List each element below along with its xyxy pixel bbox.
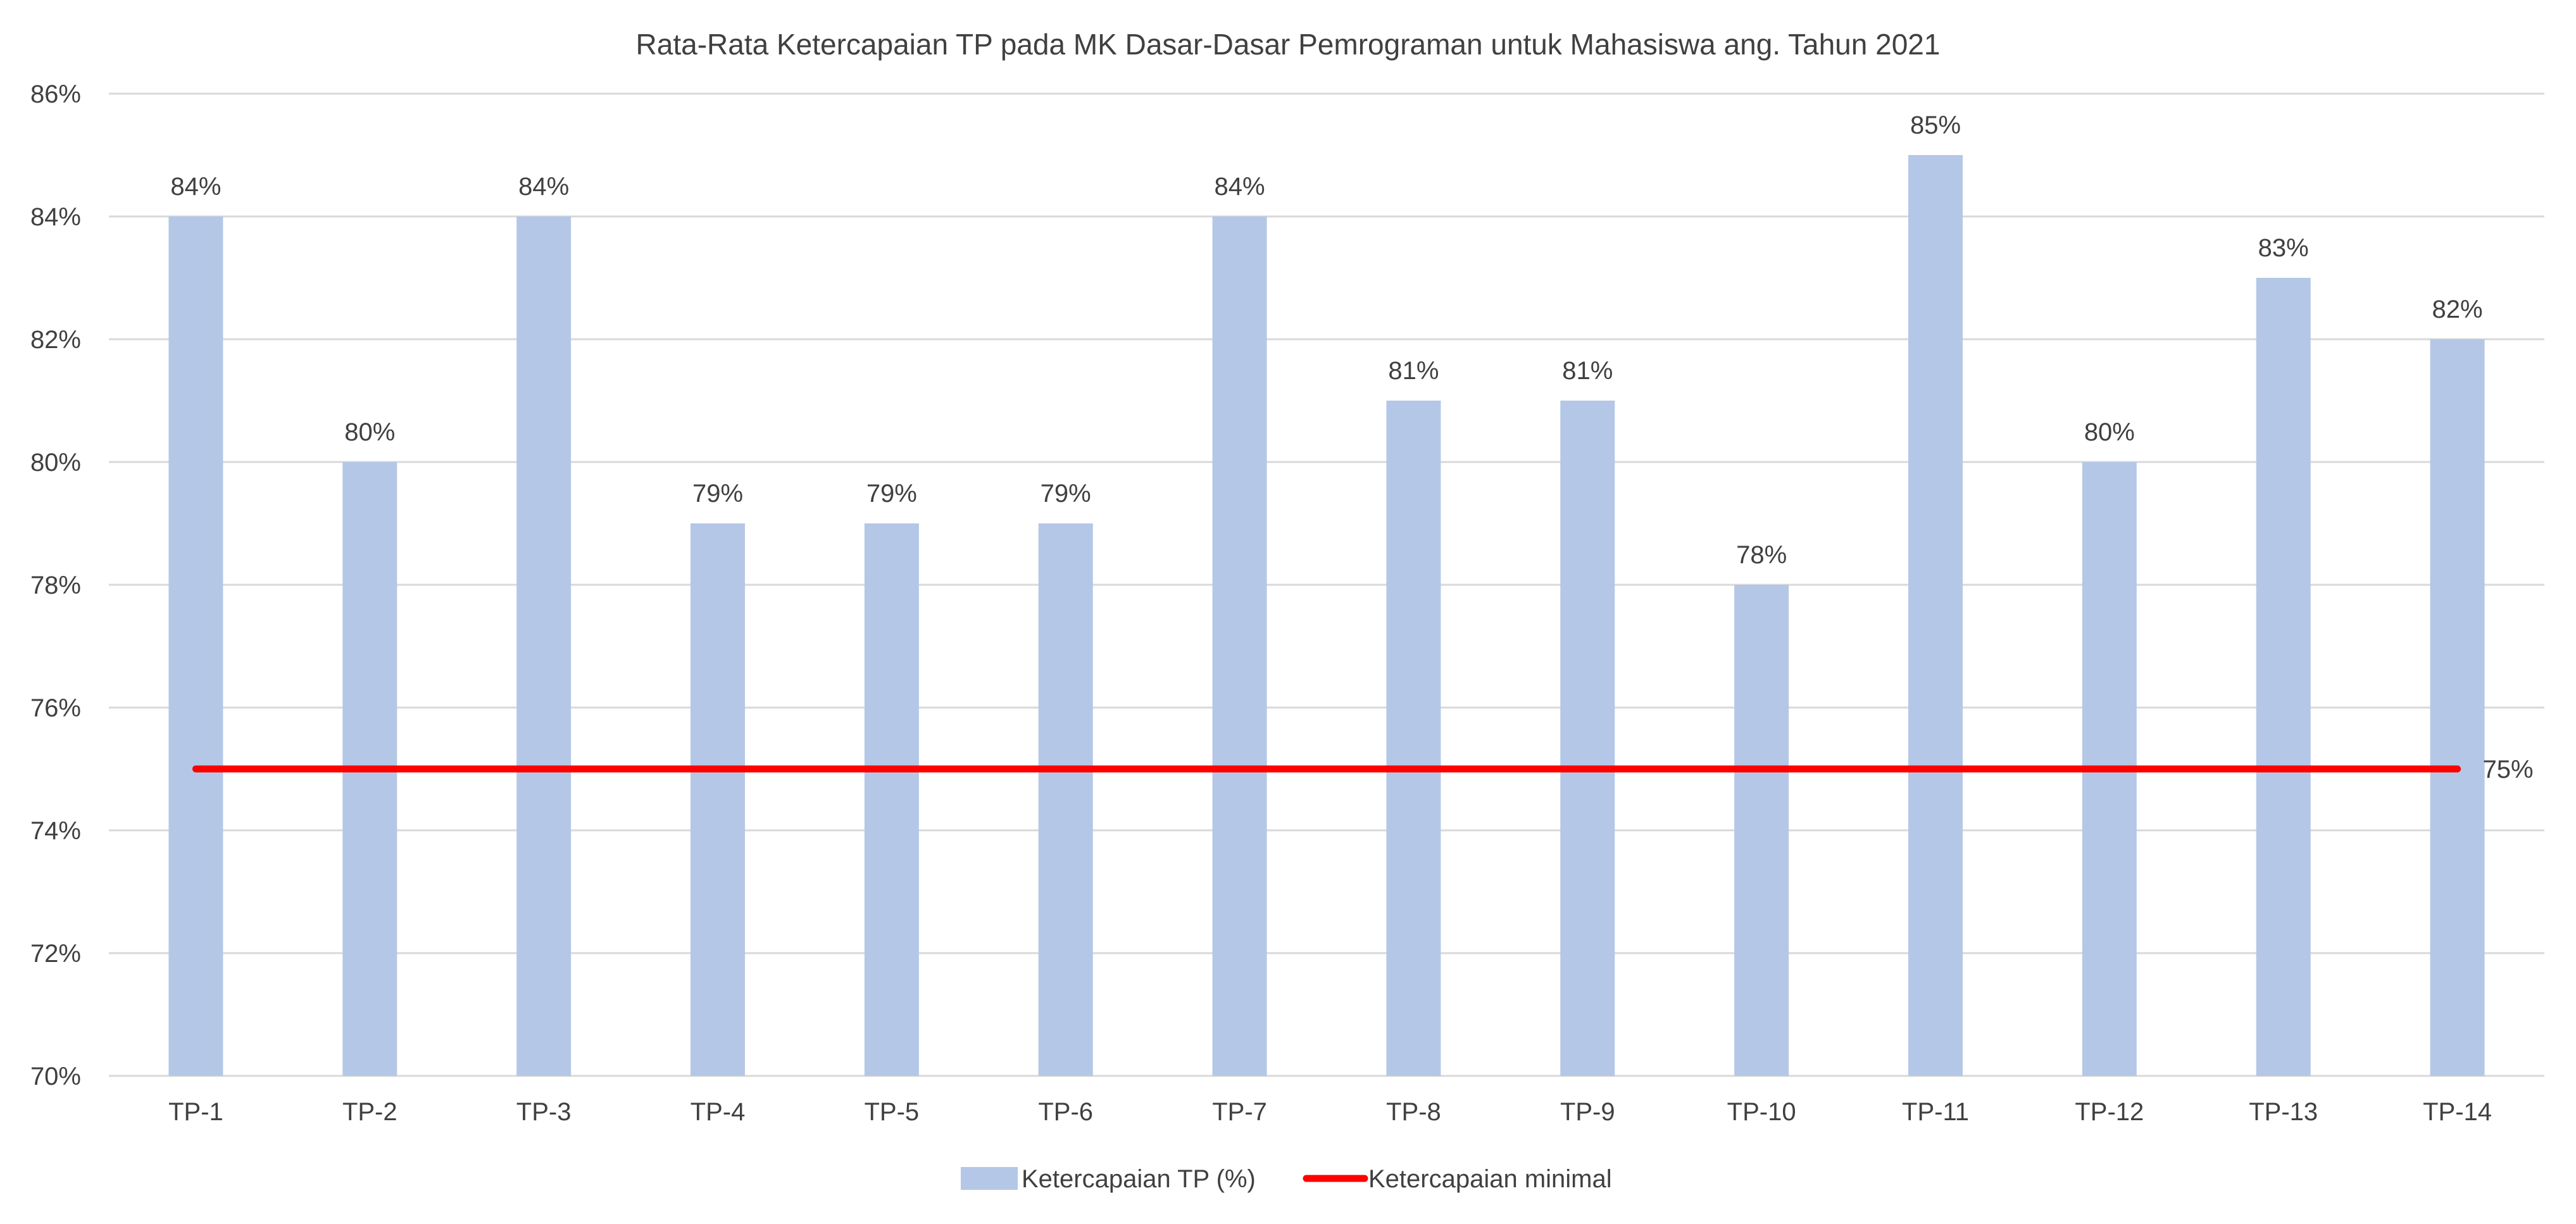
data-labels: 84% 80% 84% 79% 79% 79% 84% 81% 81% 78% 85% 80% 83% 8… [170, 111, 2482, 569]
x-tick-label-tp-1: TP-1 [168, 1098, 223, 1126]
bar-tp-14 [2430, 339, 2485, 1076]
data-label-tp-2: 80% [344, 418, 395, 446]
bar-tp-5 [864, 523, 919, 1076]
y-tick-label: 82% [30, 326, 81, 354]
bar-tp-8 [1386, 401, 1441, 1076]
y-axis-ticks: 70% 72% 74% 76% 78% 80% 82% 84% 86% [30, 80, 81, 1090]
bar-tp-11 [1908, 155, 1963, 1076]
x-tick-label-tp-13: TP-13 [2249, 1098, 2318, 1126]
data-label-tp-4: 79% [692, 480, 743, 508]
x-tick-label-tp-3: TP-3 [516, 1098, 572, 1126]
legend-swatch-bars [961, 1167, 1018, 1190]
data-label-tp-6: 79% [1041, 480, 1091, 508]
x-tick-label-tp-9: TP-9 [1560, 1098, 1615, 1126]
y-tick-label: 80% [30, 449, 81, 477]
chart-title: Rata-Rata Ketercapaian TP pada MK Dasar-… [636, 28, 1941, 61]
data-label-tp-14: 82% [2432, 296, 2483, 323]
data-label-tp-1: 84% [170, 173, 221, 201]
y-tick-label: 70% [30, 1063, 81, 1090]
bar-tp-13 [2256, 278, 2311, 1076]
x-tick-label-tp-14: TP-14 [2423, 1098, 2492, 1126]
x-tick-label-tp-8: TP-8 [1386, 1098, 1441, 1126]
y-tick-label: 72% [30, 940, 81, 968]
bar-tp-3 [516, 216, 572, 1076]
bars [168, 155, 2485, 1076]
threshold-line-label: 75% [2483, 756, 2534, 784]
data-label-tp-13: 83% [2258, 234, 2309, 262]
x-tick-label-tp-6: TP-6 [1038, 1098, 1093, 1126]
bar-tp-7 [1212, 216, 1267, 1076]
legend: Ketercapaian TP (%) Ketercapaian minimal [961, 1165, 1612, 1193]
gridlines [109, 92, 2544, 1077]
legend-label-line: Ketercapaian minimal [1368, 1165, 1612, 1193]
data-label-tp-8: 81% [1388, 357, 1439, 385]
y-tick-label: 78% [30, 571, 81, 599]
data-label-tp-5: 79% [866, 480, 917, 508]
bar-tp-9 [1560, 401, 1615, 1076]
y-tick-label: 84% [30, 203, 81, 231]
legend-label-bars: Ketercapaian TP (%) [1022, 1165, 1256, 1193]
bar-tp-1 [168, 216, 223, 1076]
x-tick-label-tp-5: TP-5 [865, 1098, 920, 1126]
bar-tp-4 [691, 523, 745, 1076]
x-tick-label-tp-2: TP-2 [342, 1098, 397, 1126]
y-tick-label: 86% [30, 80, 81, 108]
threshold-line-group: 75% [192, 756, 2534, 784]
data-label-tp-7: 84% [1215, 173, 1265, 201]
bar-tp-6 [1038, 523, 1093, 1076]
bar-tp-10 [1734, 585, 1789, 1076]
x-tick-label-tp-12: TP-12 [2075, 1098, 2144, 1126]
x-tick-label-tp-11: TP-11 [1902, 1098, 1969, 1126]
x-tick-label-tp-4: TP-4 [691, 1098, 746, 1126]
x-tick-label-tp-7: TP-7 [1212, 1098, 1267, 1126]
x-tick-label-tp-10: TP-10 [1727, 1098, 1796, 1126]
x-axis-ticks: TP-1 TP-2 TP-3 TP-4 TP-5 TP-6 TP-7 TP-8 TP-9 TP-1… [168, 1098, 2492, 1126]
data-label-tp-12: 80% [2084, 418, 2135, 446]
data-label-tp-11: 85% [1910, 111, 1961, 139]
y-tick-label: 74% [30, 817, 81, 845]
y-tick-label: 76% [30, 694, 81, 722]
data-label-tp-10: 78% [1736, 541, 1787, 569]
data-label-tp-9: 81% [1562, 357, 1613, 385]
data-label-tp-3: 84% [518, 173, 569, 201]
